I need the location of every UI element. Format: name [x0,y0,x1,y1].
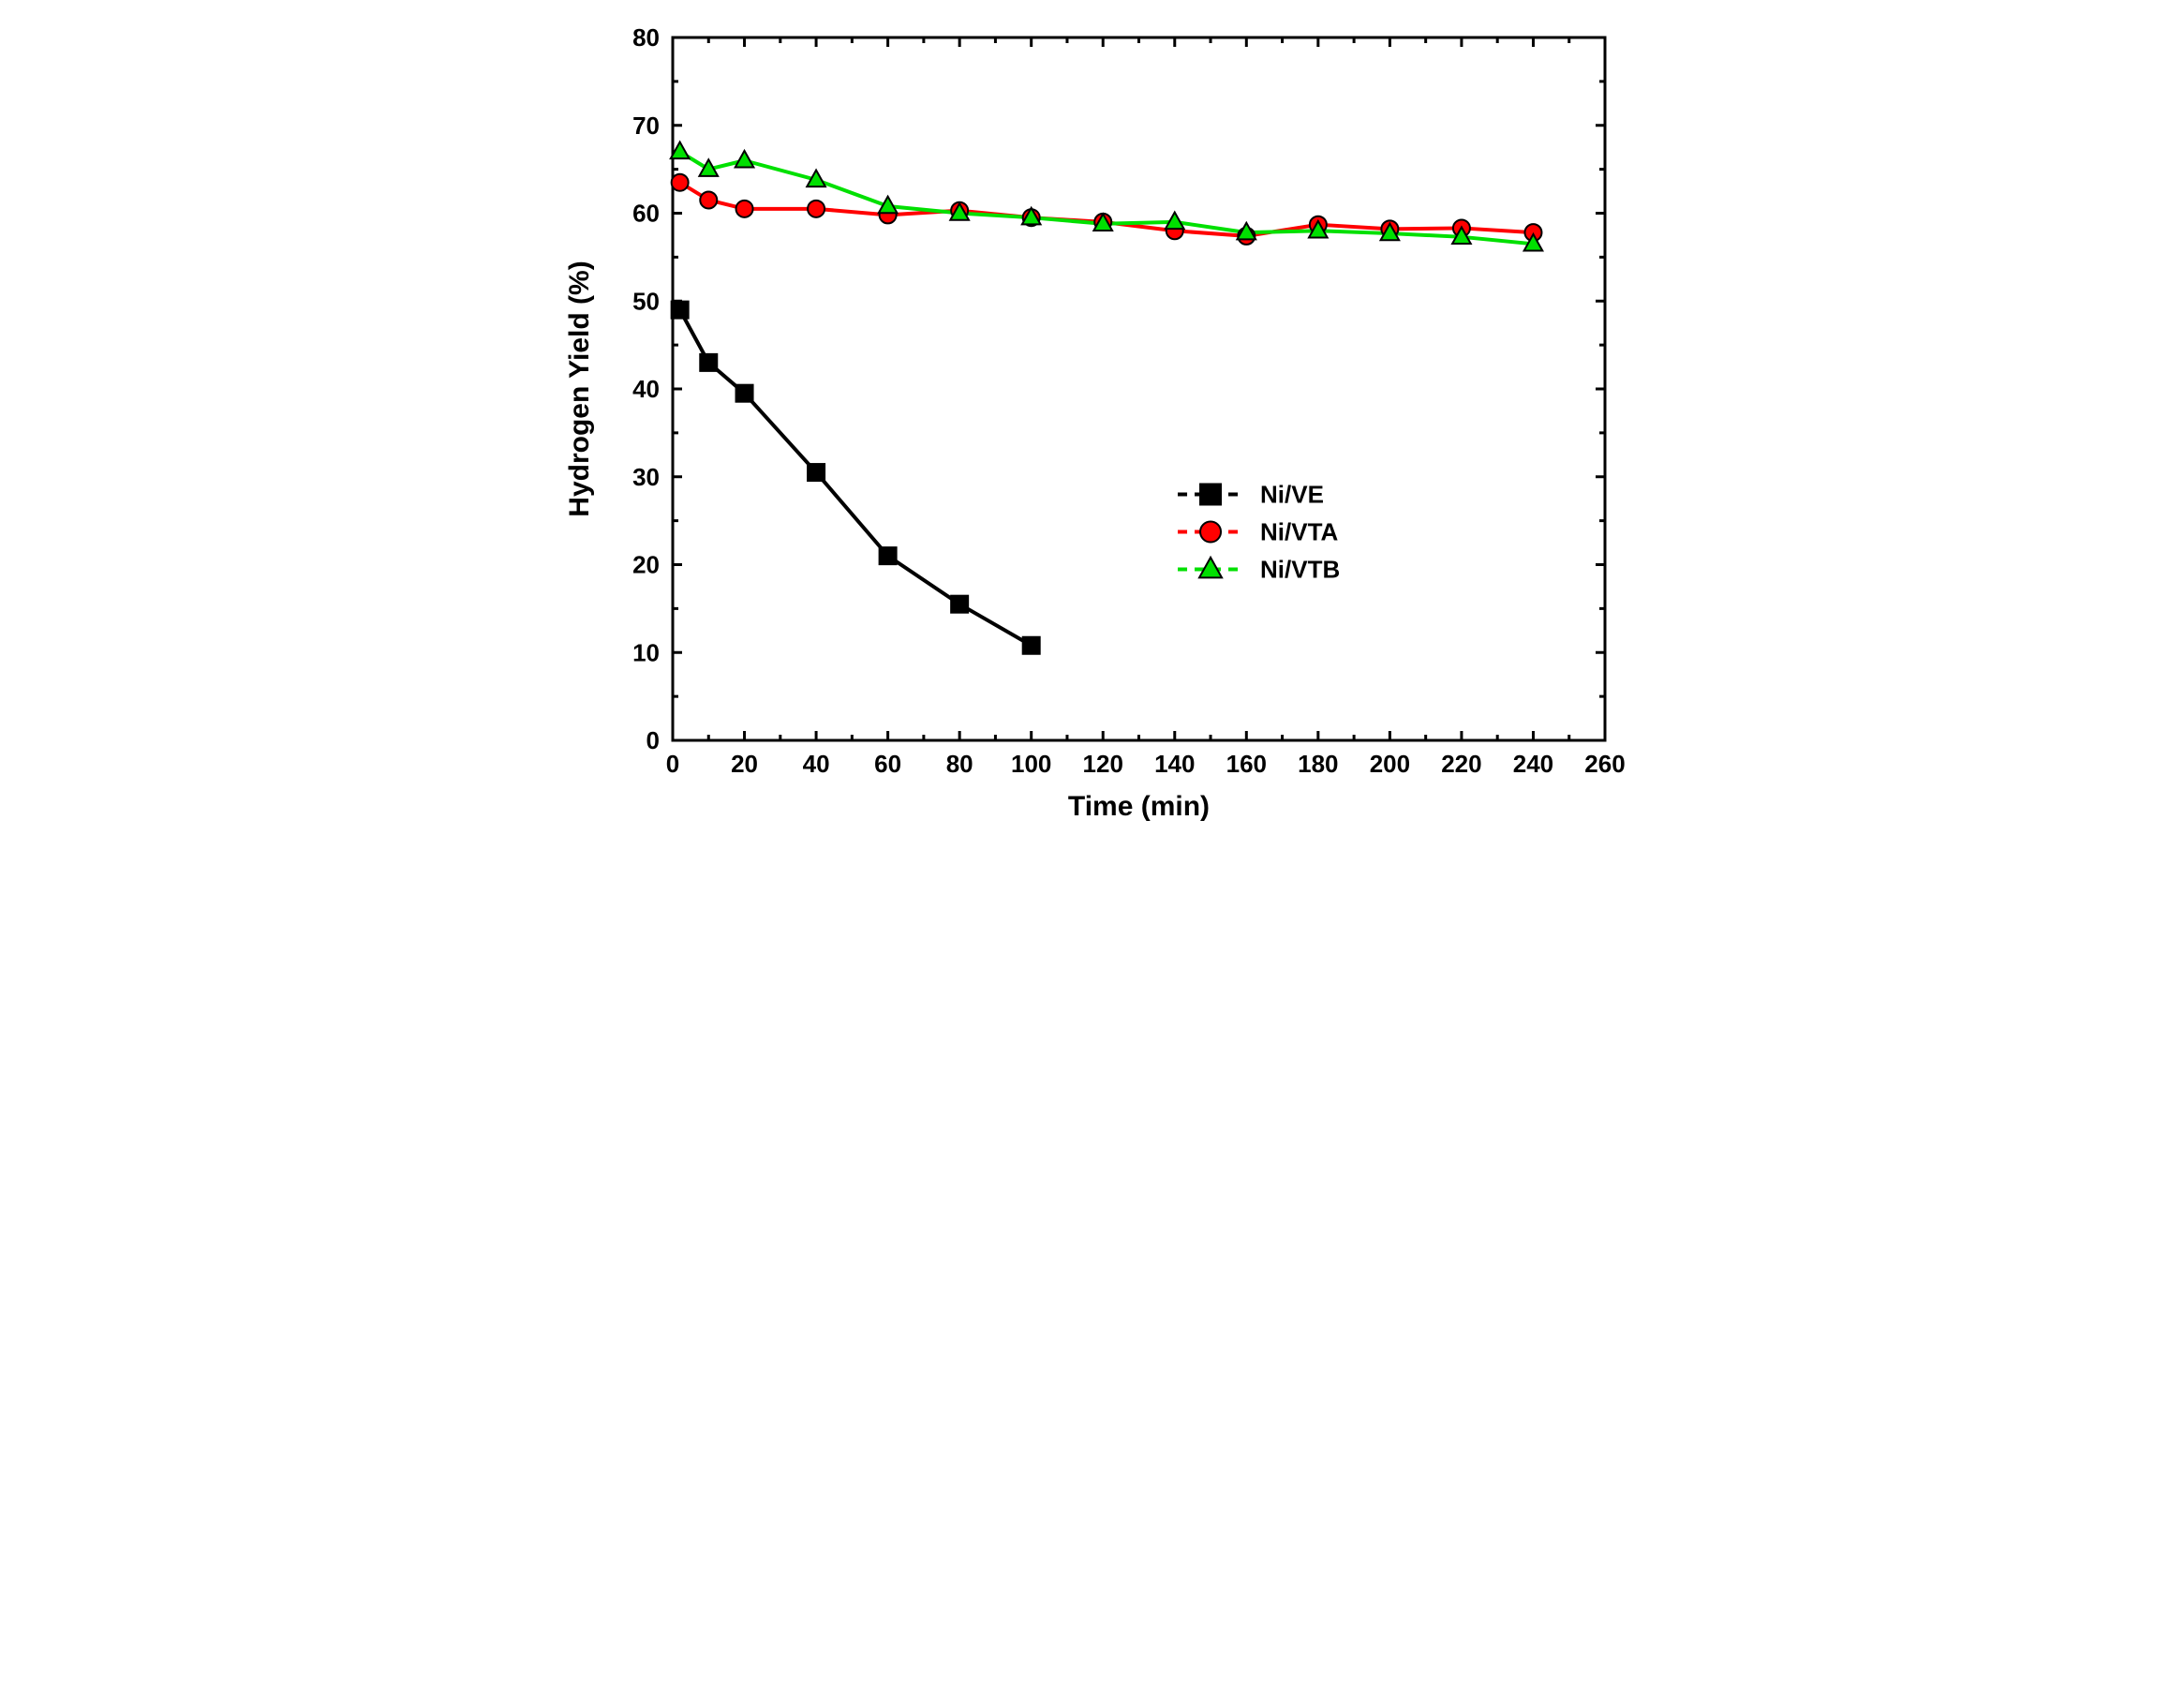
x-tick-label: 200 [1370,750,1410,778]
x-tick-label: 260 [1584,750,1625,778]
y-tick-label: 50 [632,287,660,315]
legend-label: Ni/VTB [1260,556,1340,584]
legend-marker [1200,485,1221,505]
series-marker [736,385,753,402]
y-tick-label: 30 [632,463,660,491]
series-marker [736,201,753,217]
x-axis-label: Time (min) [1068,791,1210,822]
x-tick-label: 40 [803,750,830,778]
x-tick-label: 20 [731,750,758,778]
y-tick-label: 20 [632,551,660,579]
y-tick-label: 40 [632,375,660,403]
series-marker [808,201,825,217]
series-marker [880,547,897,564]
x-tick-label: 240 [1513,750,1553,778]
y-tick-label: 70 [632,112,660,140]
legend-label: Ni/VE [1260,481,1324,509]
y-tick-label: 10 [632,638,660,666]
series-marker [700,191,717,208]
chart-svg: 0 20 40 60 80 100 120 140 160 180 200 220 240 260 0 10 2… [546,0,1638,842]
series-marker [672,174,689,191]
series-marker [672,302,689,319]
y-tick-label: 0 [646,726,660,754]
series-marker [700,354,717,371]
legend-marker [1200,522,1221,543]
legend-label: Ni/VTA [1260,518,1339,546]
x-tick-label: 80 [946,750,973,778]
series-marker [1023,637,1040,654]
y-axis-label: Hydrogen Yield (%) [564,261,595,516]
x-tick-label: 120 [1083,750,1123,778]
x-tick-label: 180 [1298,750,1338,778]
y-tick-label: 80 [632,23,660,52]
x-tick-label: 160 [1226,750,1267,778]
hydrogen-yield-chart: 0 20 40 60 80 100 120 140 160 180 200 220 240 260 0 10 2… [546,0,1638,842]
x-tick-label: 0 [666,750,679,778]
x-tick-label: 60 [874,750,901,778]
x-tick-label: 220 [1441,750,1481,778]
y-tick-label: 60 [632,200,660,228]
series-marker [808,464,825,481]
x-tick-label: 140 [1154,750,1195,778]
series-marker [951,596,968,613]
x-tick-label: 100 [1011,750,1051,778]
